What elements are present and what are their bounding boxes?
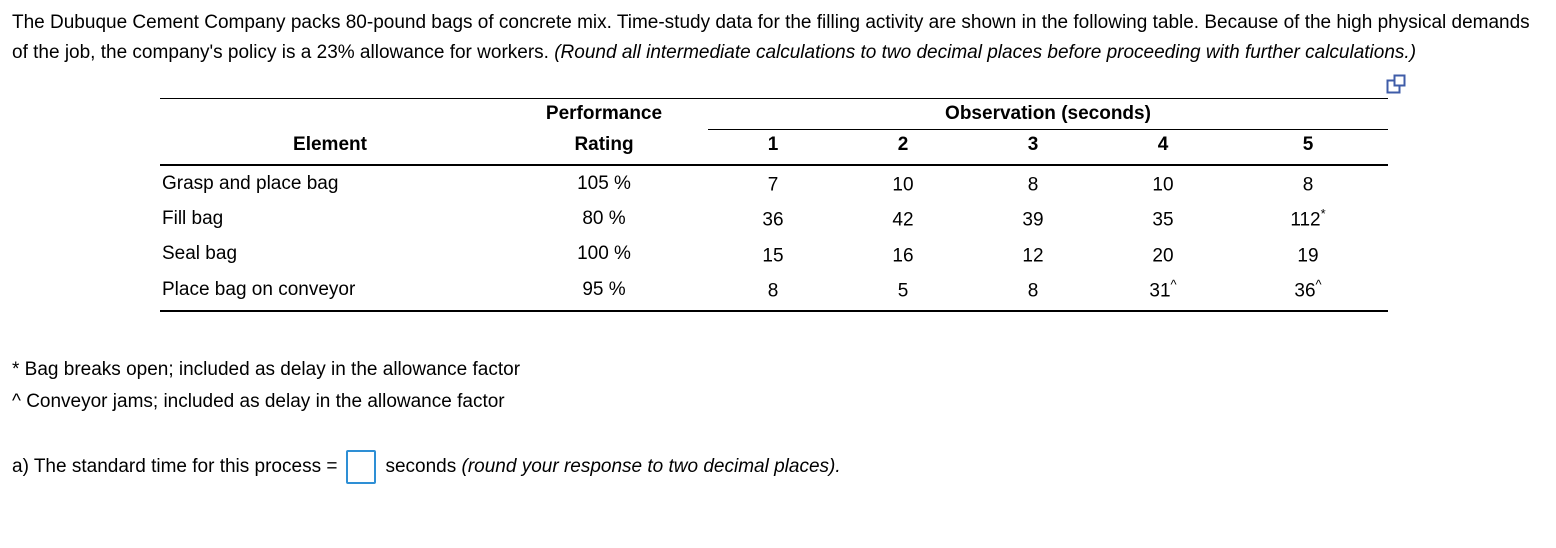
table-row: Place bag on conveyor 95 % 8 5 8 31^ 36^ bbox=[160, 272, 1388, 313]
obs-cell: 16 bbox=[892, 245, 914, 267]
question-a-label: a) The standard time for this process = bbox=[12, 456, 338, 478]
element-cell: Seal bag bbox=[162, 243, 238, 265]
obs-cell: 10 bbox=[1152, 174, 1174, 196]
col-header-obs-1: 1 bbox=[708, 129, 838, 167]
obs-cell: 7 bbox=[767, 174, 779, 196]
table-header-row-2: Element Rating 1 2 3 4 5 bbox=[160, 129, 1388, 167]
col-header-rating: Rating bbox=[500, 129, 708, 167]
element-cell: Grasp and place bag bbox=[162, 172, 339, 194]
rating-cell: 95 % bbox=[500, 272, 708, 313]
obs-cell: 10 bbox=[892, 174, 914, 196]
header-spacer bbox=[160, 99, 500, 130]
table-row: Fill bag 80 % 36 42 39 35 112* bbox=[160, 201, 1388, 236]
obs-cell: 19 bbox=[1297, 245, 1319, 267]
obs-cell: 12 bbox=[1022, 245, 1044, 267]
obs-cell: 36^ bbox=[1228, 272, 1388, 313]
popout-icon[interactable] bbox=[1386, 74, 1406, 94]
obs-cell: 8 bbox=[1302, 174, 1314, 196]
obs-cell: 112* bbox=[1290, 206, 1326, 231]
obs-cell: 8 bbox=[1027, 174, 1039, 196]
table-header-row-1: Performance Observation (seconds) bbox=[160, 98, 1388, 131]
col-header-performance: Performance bbox=[545, 103, 663, 125]
col-header-obs-4: 4 bbox=[1098, 129, 1228, 167]
time-study-table-container: Performance Observation (seconds) Elemen… bbox=[160, 74, 1406, 313]
table-row: Seal bag 100 % 15 16 12 20 19 bbox=[160, 237, 1388, 272]
obs-cell: 42 bbox=[892, 209, 914, 231]
obs-cell: 15 bbox=[762, 245, 784, 267]
rating-cell: 105 % bbox=[577, 172, 631, 194]
footnote-asterisk: * Bag breaks open; included as delay in … bbox=[12, 359, 521, 381]
col-header-obs-3: 3 bbox=[968, 129, 1098, 167]
obs-cell: 8 bbox=[708, 272, 838, 313]
col-header-element: Element bbox=[160, 129, 500, 167]
obs-cell: 39 bbox=[1022, 209, 1044, 231]
time-study-table: Performance Observation (seconds) Elemen… bbox=[160, 98, 1388, 313]
col-header-observation: Observation (seconds) bbox=[708, 98, 1388, 131]
obs-cell: 31^ bbox=[1098, 272, 1228, 313]
problem-statement-note: (Round all intermediate calculations to … bbox=[554, 42, 1417, 64]
footnote-caret: ^ Conveyor jams; included as delay in th… bbox=[12, 391, 505, 413]
rating-cell: 100 % bbox=[577, 243, 631, 265]
obs-cell: 20 bbox=[1152, 245, 1174, 267]
obs-cell: 35 bbox=[1152, 209, 1174, 231]
rating-cell: 80 % bbox=[582, 208, 626, 230]
obs-cell: 36 bbox=[762, 209, 784, 231]
obs-cell: 5 bbox=[838, 272, 968, 313]
element-cell: Place bag on conveyor bbox=[160, 272, 500, 313]
question-a-suffix: seconds (round your response to two deci… bbox=[385, 456, 841, 478]
problem-statement: The Dubuque Cement Company packs 80-poun… bbox=[12, 8, 1544, 68]
col-header-obs-2: 2 bbox=[838, 129, 968, 167]
obs-cell: 8 bbox=[968, 272, 1098, 313]
problem-statement-text: The Dubuque Cement Company packs 80-poun… bbox=[12, 12, 1530, 64]
element-cell: Fill bag bbox=[162, 208, 224, 230]
standard-time-input[interactable] bbox=[346, 450, 377, 485]
question-a: a) The standard time for this process = … bbox=[12, 450, 1544, 485]
col-header-obs-5: 5 bbox=[1228, 129, 1388, 167]
table-row: Grasp and place bag 105 % 7 10 8 10 8 bbox=[160, 165, 1388, 201]
footnotes: * Bag breaks open; included as delay in … bbox=[12, 354, 1544, 418]
rounding-note: (round your response to two decimal plac… bbox=[461, 456, 841, 478]
